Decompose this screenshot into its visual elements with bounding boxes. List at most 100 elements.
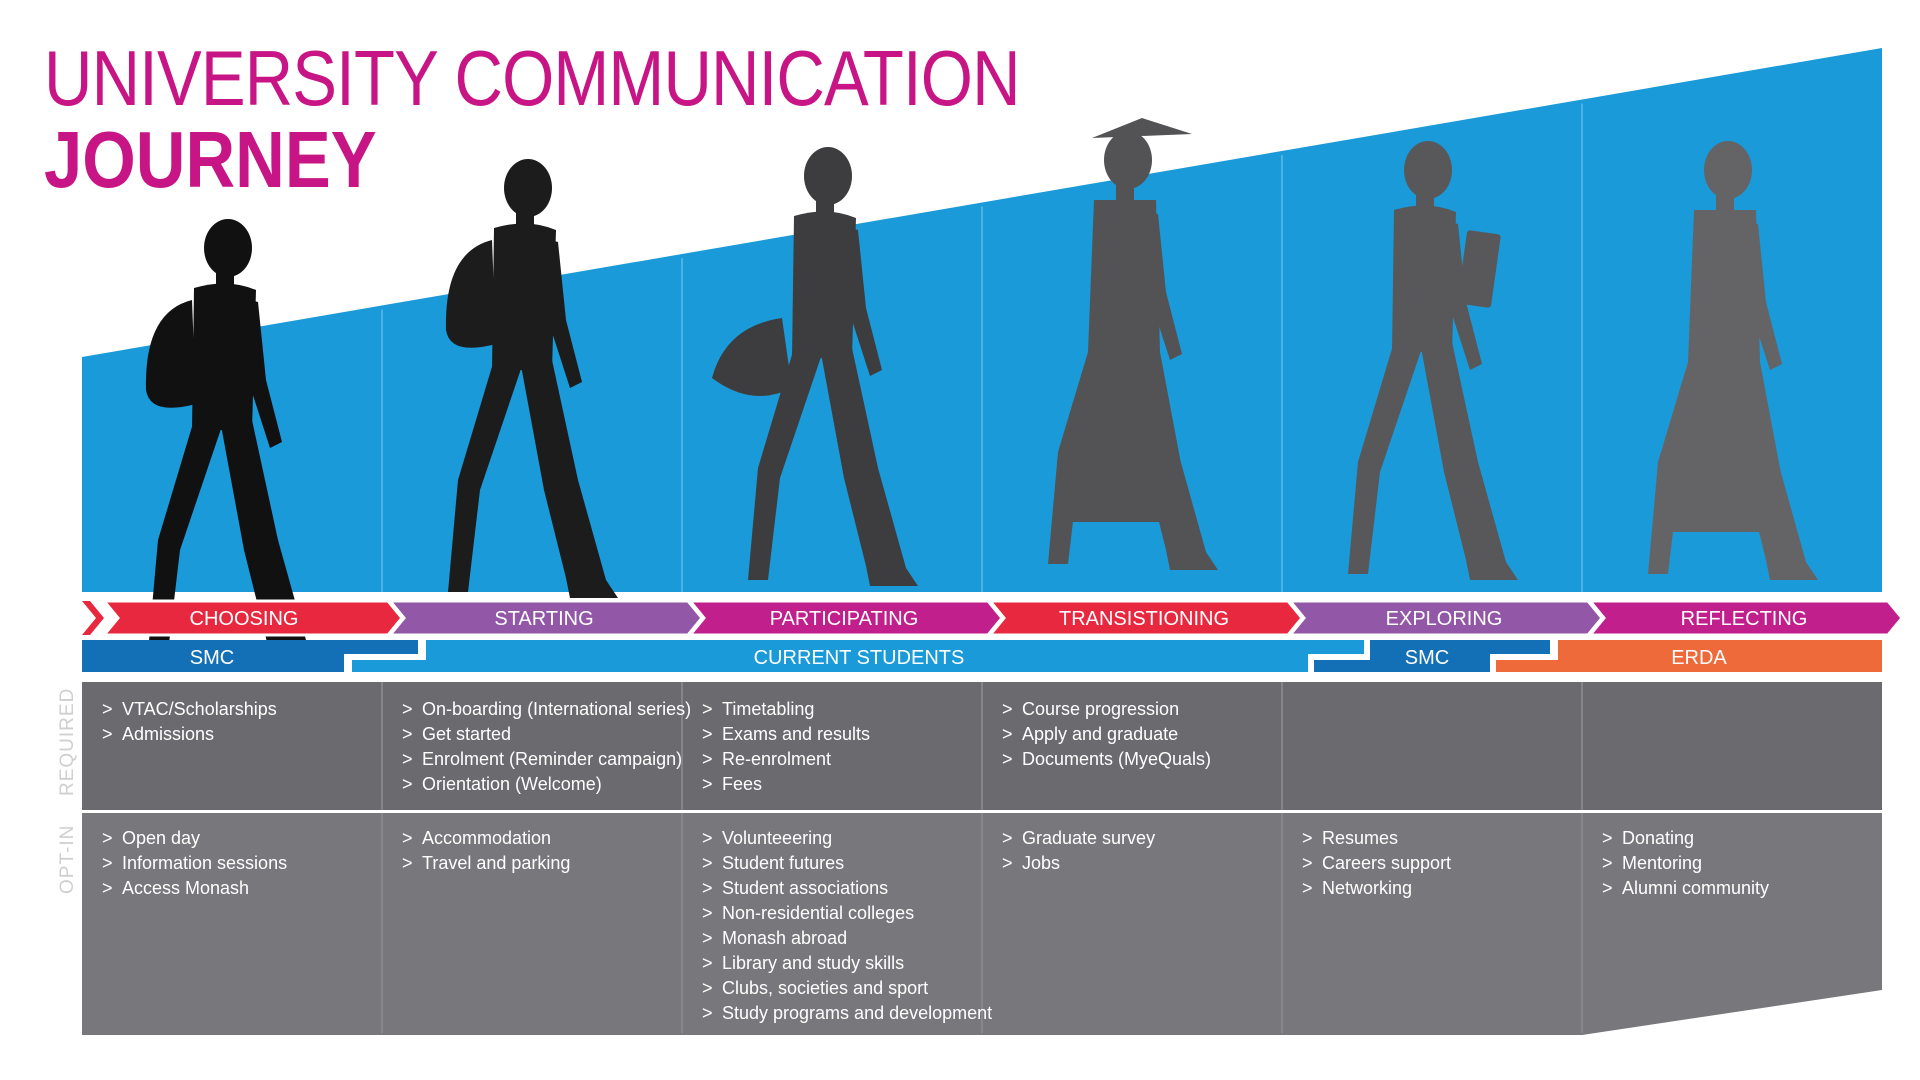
item-label: Student associations bbox=[722, 878, 889, 898]
item-label: Documents (MyeQuals) bbox=[1022, 749, 1212, 769]
student-with-backpack-icon bbox=[445, 159, 618, 598]
list-item: > Accommodation bbox=[402, 826, 570, 851]
list-item: > Library and study skills bbox=[702, 951, 992, 976]
silhouettes bbox=[145, 118, 1818, 658]
title: UNIVERSITY COMMUNICATION JOURNEY bbox=[44, 38, 1179, 202]
list-item: > Non-residential colleges bbox=[702, 901, 992, 926]
audience-label: SMC bbox=[190, 647, 234, 669]
chevron-right-icon: > bbox=[702, 978, 713, 998]
list-item: > Information sessions bbox=[102, 851, 287, 876]
phase-arrows: CHOOSING STARTING PARTICIPATING TRANSISTION… bbox=[82, 599, 1904, 637]
item-label: Open day bbox=[122, 828, 201, 848]
chevron-right-icon: > bbox=[1302, 878, 1313, 898]
chevron-right-icon: > bbox=[402, 774, 413, 794]
optin-cell: > Resumes > Careers support > Networking bbox=[1302, 826, 1451, 901]
list-item: > Networking bbox=[1302, 876, 1451, 901]
chevron-right-icon: > bbox=[1602, 828, 1613, 848]
chevron-right-icon: > bbox=[702, 878, 713, 898]
required-cell: > Timetabling > Exams and results > Re-enrolm… bbox=[702, 697, 870, 797]
page-subtitle: JOURNEY bbox=[44, 115, 377, 204]
list-item: > Monash abroad bbox=[702, 926, 992, 951]
item-label: Travel and parking bbox=[422, 853, 571, 873]
list-item: > Mentoring bbox=[1602, 851, 1769, 876]
student-with-shoulder-bag-icon bbox=[712, 147, 918, 586]
row-label-required: REQUIRED bbox=[57, 687, 78, 796]
chevron-right-icon: > bbox=[102, 699, 113, 719]
phase-arrow bbox=[686, 599, 1004, 637]
item-label: Timetabling bbox=[722, 699, 815, 719]
chevron-right-icon: > bbox=[102, 878, 113, 898]
list-item: > Orientation (Welcome) bbox=[402, 772, 691, 797]
list-item: > Access Monash bbox=[102, 876, 287, 901]
chevron-right-icon: > bbox=[402, 699, 413, 719]
item-label: Mentoring bbox=[1622, 853, 1703, 873]
item-label: Enrolment (Reminder campaign) bbox=[422, 749, 683, 769]
item-label: Monash abroad bbox=[722, 928, 848, 948]
chevron-right-icon: > bbox=[702, 774, 713, 794]
phase-arrow bbox=[1286, 599, 1604, 637]
chevron-right-icon: > bbox=[702, 724, 713, 744]
chevron-right-icon: > bbox=[702, 749, 713, 769]
list-item: > Alumni community bbox=[1602, 876, 1769, 901]
audience-bar bbox=[1496, 640, 1882, 672]
list-item: > Apply and graduate bbox=[1002, 722, 1211, 747]
optin-cell: > Accommodation > Travel and parking bbox=[402, 826, 570, 876]
chevron-right-icon: > bbox=[702, 828, 713, 848]
audience-label: ERDA bbox=[1671, 647, 1727, 669]
list-item: > On-boarding (International series) bbox=[402, 697, 691, 722]
list-item: > Travel and parking bbox=[402, 851, 570, 876]
chevron-right-icon: > bbox=[402, 853, 413, 873]
list-item: > Fees bbox=[702, 772, 870, 797]
chevron-right-icon: > bbox=[1002, 828, 1013, 848]
list-item: > Jobs bbox=[1002, 851, 1155, 876]
phase-label: EXPLORING bbox=[1386, 608, 1503, 630]
chevron-right-icon: > bbox=[102, 853, 113, 873]
item-label: Donating bbox=[1622, 828, 1695, 848]
phase-arrow bbox=[1586, 599, 1904, 637]
list-item: > Student futures bbox=[702, 851, 992, 876]
item-label: Alumni community bbox=[1622, 878, 1770, 898]
item-label: Careers support bbox=[1322, 853, 1452, 873]
list-item: > Resumes bbox=[1302, 826, 1451, 851]
list-item: > Timetabling bbox=[702, 697, 870, 722]
phase-label: TRANSISTIONING bbox=[1059, 608, 1229, 630]
item-label: Orientation (Welcome) bbox=[422, 774, 602, 794]
audience-label: SMC bbox=[1405, 647, 1449, 669]
item-label: On-boarding (International series) bbox=[422, 699, 692, 719]
chevron-right-icon: > bbox=[1302, 828, 1313, 848]
list-item: > Study programs and development bbox=[702, 1001, 992, 1026]
optin-cell: > Open day > Information sessions > Access Mo… bbox=[102, 826, 287, 901]
phase-label: CHOOSING bbox=[190, 608, 299, 630]
optin-cell: > Volunteeering > Student futures > Student a… bbox=[702, 826, 992, 1026]
item-label: Library and study skills bbox=[722, 953, 905, 973]
row-label-optin: OPT-IN bbox=[57, 824, 78, 894]
chevron-right-icon: > bbox=[702, 699, 713, 719]
item-label: Fees bbox=[722, 774, 763, 794]
chevron-right-icon: > bbox=[1002, 724, 1013, 744]
column-dividers bbox=[381, 103, 1583, 592]
list-item: > VTAC/Scholarships bbox=[102, 697, 277, 722]
chevron-right-icon: > bbox=[402, 724, 413, 744]
item-label: Exams and results bbox=[722, 724, 871, 744]
item-label: Accommodation bbox=[422, 828, 552, 848]
phase-label: STARTING bbox=[494, 608, 593, 630]
item-label: Access Monash bbox=[122, 878, 250, 898]
audience-bar bbox=[1314, 640, 1550, 672]
chevron-right-icon: > bbox=[402, 828, 413, 848]
item-label: Clubs, societies and sport bbox=[722, 978, 929, 998]
chevron-right-icon: > bbox=[1002, 699, 1013, 719]
list-item: > Volunteeering bbox=[702, 826, 992, 851]
optin-cell: > Graduate survey > Jobs bbox=[1002, 826, 1155, 876]
item-label: Apply and graduate bbox=[1022, 724, 1179, 744]
item-label: Admissions bbox=[122, 724, 215, 744]
list-item: > Course progression bbox=[1002, 697, 1211, 722]
chevron-right-icon: > bbox=[1602, 878, 1613, 898]
chevron-right-icon: > bbox=[402, 749, 413, 769]
item-label: Get started bbox=[422, 724, 512, 744]
chevron-right-icon: > bbox=[702, 928, 713, 948]
chevron-right-icon: > bbox=[102, 828, 113, 848]
list-item: > Documents (MyeQuals) bbox=[1002, 747, 1211, 772]
student-with-backpack-icon bbox=[145, 219, 318, 658]
list-item: > Exams and results bbox=[702, 722, 870, 747]
phase-label: PARTICIPATING bbox=[770, 608, 919, 630]
